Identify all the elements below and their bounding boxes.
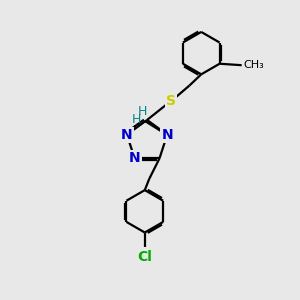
Text: N: N (161, 128, 173, 142)
Text: S: S (166, 94, 176, 108)
Text: Cl: Cl (137, 250, 152, 264)
Text: N: N (129, 151, 140, 165)
Text: CH₃: CH₃ (243, 60, 264, 70)
Text: N: N (121, 128, 133, 142)
Text: H: H (138, 105, 148, 119)
Text: H: H (132, 113, 142, 126)
